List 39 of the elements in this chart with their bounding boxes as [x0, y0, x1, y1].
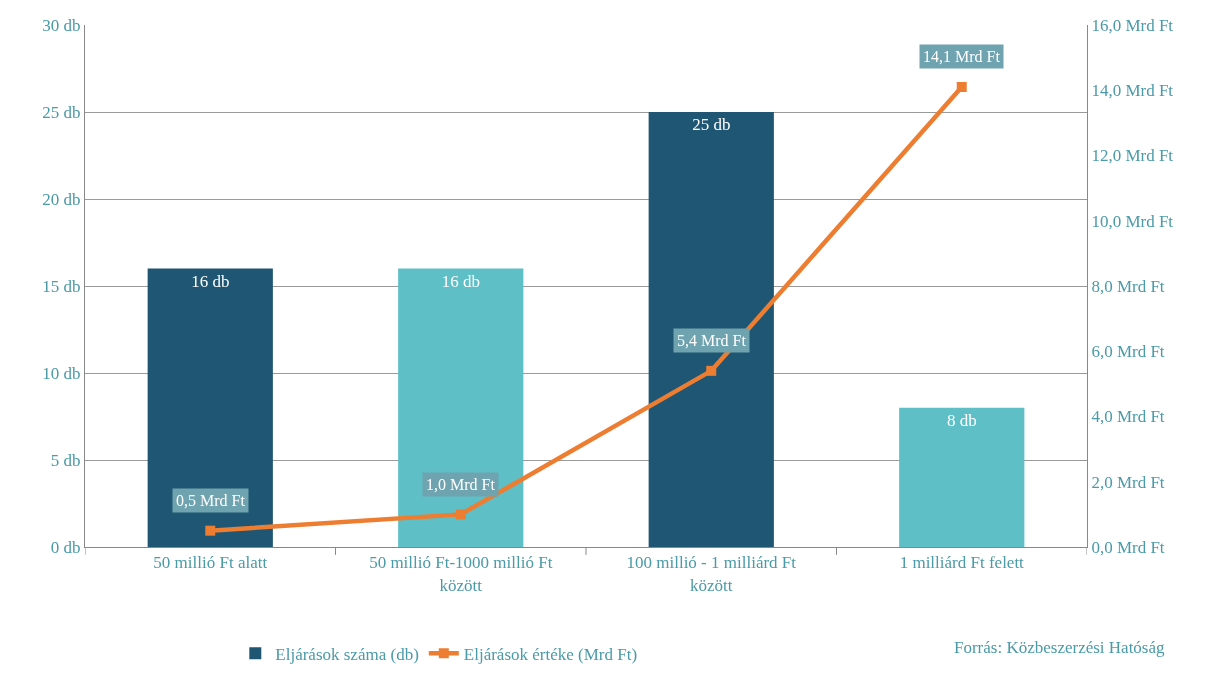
data-label: 8 db: [946, 410, 977, 430]
y2-tick-label: 14,0 Mrd Ft: [1091, 81, 1174, 101]
y2-tick-label: 2,0 Mrd Ft: [1091, 472, 1165, 492]
point: [706, 365, 717, 376]
point: [205, 525, 216, 536]
data-label: 0,5 Mrd Ft: [176, 492, 246, 509]
y-tick-label: 15 db: [42, 276, 81, 296]
y2-tick-label: 12,0 Mrd Ft: [1091, 146, 1174, 166]
text: Forrás: Közbeszerzési Hatóság: [954, 638, 1166, 657]
data-label: 25 db: [692, 115, 731, 134]
data-label: 1,0 Mrd Ft: [426, 476, 496, 493]
bar: [398, 268, 524, 547]
bar: [147, 268, 273, 547]
data-label: 16 db: [191, 271, 230, 291]
x-tick-label: 1 milliárd Ft felett: [899, 553, 1025, 573]
point: [455, 509, 466, 520]
bar: [899, 407, 1025, 547]
legend-label: Eljárások értéke (Mrd Ft): [463, 644, 638, 664]
y-tick-label: 25 db: [42, 102, 81, 122]
y2-tick-label: 0,0 Mrd Ft: [1091, 537, 1165, 557]
y2-tick-label: 8,0 Mrd Ft: [1091, 276, 1165, 296]
data-label: 14,1 Mrd Ft: [923, 48, 1001, 65]
y-tick-label: 20 db: [42, 189, 81, 209]
data-label: 5,4 Mrd Ft: [677, 332, 747, 349]
y-tick-label: 30 db: [42, 15, 81, 35]
data-label: 16 db: [441, 271, 480, 291]
y2-tick-label: 10,0 Mrd Ft: [1091, 211, 1174, 231]
y2-tick-label: 6,0 Mrd Ft: [1091, 342, 1165, 362]
y-tick-label: 5 db: [50, 450, 81, 470]
point: [956, 81, 967, 92]
bar: [648, 112, 774, 547]
y-tick-label: 0 db: [50, 537, 81, 557]
x-tick-label: 50 millió Ft alatt: [153, 553, 268, 573]
y2-tick-label: 16,0 Mrd Ft: [1091, 15, 1174, 35]
y2-tick-label: 4,0 Mrd Ft: [1091, 407, 1165, 427]
x-tick-label: 100 millió - 1 milliárd Ft között: [626, 553, 797, 595]
y-tick-label: 10 db: [42, 363, 81, 383]
x-tick-label: 50 millió Ft-1000 millió Ft között: [369, 553, 553, 595]
legend-label: Eljárások száma (db): [275, 644, 419, 664]
